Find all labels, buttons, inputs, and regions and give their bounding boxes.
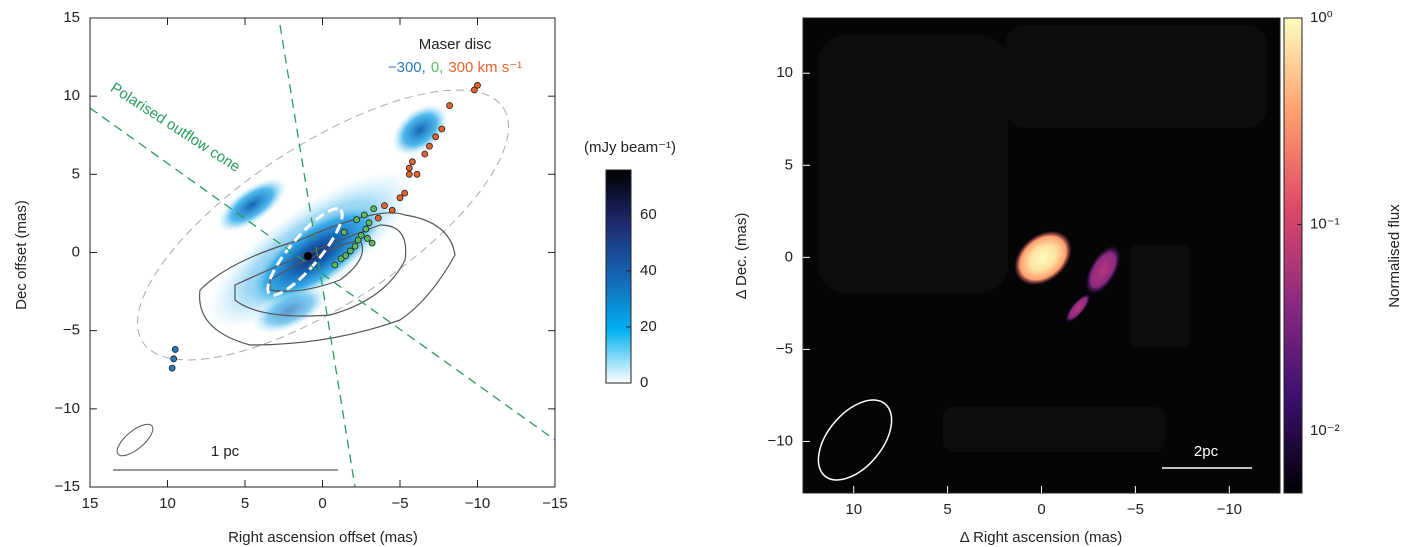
maser-point [414,171,420,177]
maser-point [358,232,364,238]
x-axis-label: Δ Right ascension (mas) [960,529,1123,546]
x-tick-label: −5 [1127,501,1144,518]
maser-point [422,151,428,157]
maser-point [433,134,439,140]
x-tick-label: 10 [159,495,176,512]
maser-point [426,143,432,149]
colorbar [606,170,631,383]
y-tick-label: 5 [785,156,793,173]
colorbar [1284,18,1302,493]
maser-point [389,207,395,213]
x-tick-label: 5 [943,501,951,518]
colorbar-tick-label: 40 [640,262,657,279]
maser-point [402,190,408,196]
maser-point [341,229,347,235]
colorbar-tick-label: 0 [640,374,648,391]
emission-map [90,25,555,487]
x-tick-label: 5 [241,495,249,512]
y-tick-label: −5 [63,322,80,339]
scale-label: 1 pc [211,443,240,460]
maser-point [169,365,175,371]
x-axis-label: Right ascension offset (mas) [228,529,418,546]
y-tick-label: 0 [785,248,793,265]
colorbar-label: Normalised flux [1386,204,1403,308]
x-tick-label: −15 [542,495,567,512]
y-tick-label: −10 [55,400,80,417]
y-tick-label: 10 [63,87,80,104]
maser-point [397,195,403,201]
y-tick-label: 15 [63,9,80,26]
legend-title: Maser disc [419,36,492,53]
maser-point [354,217,360,223]
maser-point [347,248,353,254]
colorbar-tick-label: 10⁻¹ [1310,215,1340,232]
legend-entry: −300, [388,59,426,76]
x-tick-label: 10 [845,501,862,518]
colorbar-label: (mJy beam⁻¹) [584,139,676,156]
legend: −300, 0,300 km s⁻¹ [388,59,522,76]
maser-point [363,226,369,232]
y-axis-label: Δ Dec. (mas) [733,213,750,300]
maser-point [371,206,377,212]
y-tick-label: −15 [55,478,80,495]
colorbar-tick-label: 10⁰ [1310,9,1333,26]
maser-point [409,159,415,165]
y-tick-label: 10 [776,64,793,81]
maser-point [406,171,412,177]
legend-entry: 0, [431,59,444,76]
maser-point [369,240,375,246]
maser-point [447,103,453,109]
maser-point [352,243,358,249]
x-tick-label: 0 [1037,501,1045,518]
x-tick-label: −5 [391,495,408,512]
y-tick-label: −10 [768,432,793,449]
maser-point [439,126,445,132]
maser-point [375,215,381,221]
y-tick-label: 5 [72,165,80,182]
maser-point [171,356,177,362]
maser-point [475,82,481,88]
colorbar-tick-label: 60 [640,206,657,223]
maser-point [382,203,388,209]
colorbar-tick-label: 10⁻² [1310,422,1340,439]
x-tick-label: 0 [318,495,326,512]
legend-entry: 300 km s⁻¹ [448,59,522,76]
colorbar-tick-label: 20 [640,318,657,335]
y-axis-label: Dec offset (mas) [13,200,30,310]
y-tick-label: 0 [72,243,80,260]
y-tick-label: −5 [776,340,793,357]
maser-point [366,220,372,226]
maser-point [361,212,367,218]
x-tick-label: −10 [1217,501,1242,518]
maser-point [172,346,178,352]
figure: Polarised outflow cone 1 pc 2pc Maser di… [0,0,1404,547]
x-tick-label: −10 [465,495,490,512]
scale-label: 2pc [1194,443,1219,460]
image-map [803,18,1280,493]
maser-point [343,253,349,259]
cone-label: Polarised outflow cone [107,79,243,175]
maser-point [364,235,370,241]
maser-point [332,262,338,268]
x-tick-label: 15 [82,495,99,512]
maser-point [406,165,412,171]
